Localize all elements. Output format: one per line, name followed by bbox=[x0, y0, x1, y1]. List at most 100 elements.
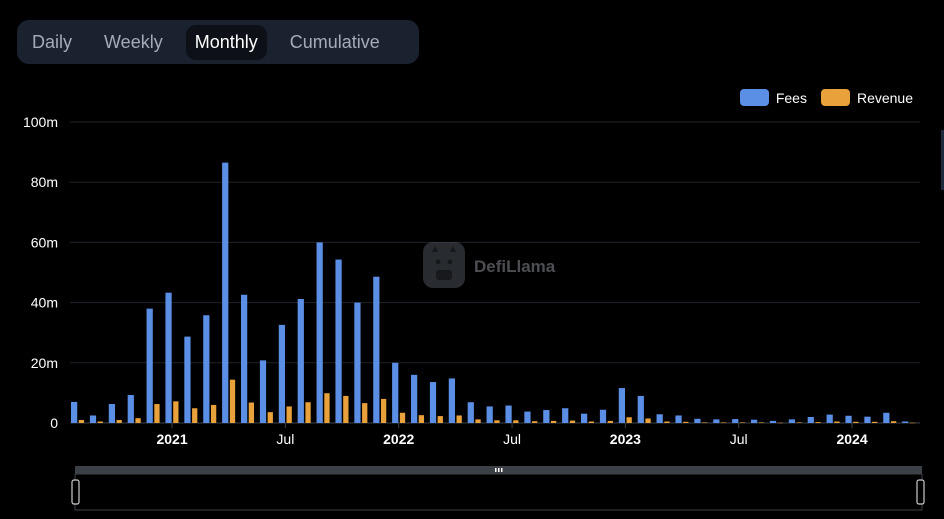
bar-revenue-2021-02[interactable] bbox=[192, 408, 198, 423]
bar-revenue-2021-08[interactable] bbox=[305, 402, 311, 423]
bar-revenue-2023-09[interactable] bbox=[777, 422, 783, 424]
bar-revenue-2020-10[interactable] bbox=[116, 419, 122, 423]
bar-fees-2022-05[interactable] bbox=[467, 402, 474, 423]
bar-revenue-2022-04[interactable] bbox=[456, 415, 462, 423]
bar-fees-2022-09[interactable] bbox=[543, 410, 550, 423]
bar-fees-2023-02[interactable] bbox=[637, 395, 644, 423]
bar-revenue-2022-05[interactable] bbox=[475, 419, 481, 423]
legend-item-revenue[interactable]: Revenue bbox=[820, 89, 913, 106]
bar-revenue-2022-06[interactable] bbox=[494, 420, 500, 423]
bar-revenue-2022-02[interactable] bbox=[418, 415, 425, 423]
slider-window[interactable] bbox=[74, 473, 923, 511]
bar-fees-2021-08[interactable] bbox=[297, 298, 304, 423]
slider-handle-left[interactable] bbox=[71, 479, 80, 505]
bar-revenue-2022-12[interactable] bbox=[607, 420, 613, 423]
bar-fees-2023-10[interactable] bbox=[788, 419, 796, 423]
tab-weekly[interactable]: Weekly bbox=[104, 31, 163, 52]
bar-fees-2023-04[interactable] bbox=[675, 415, 682, 423]
bar-revenue-2023-04[interactable] bbox=[683, 421, 689, 423]
bar-fees-2024-02[interactable] bbox=[864, 416, 871, 423]
legend-item-fees[interactable]: Fees bbox=[739, 89, 807, 106]
slider-handle-right[interactable] bbox=[916, 479, 925, 505]
bar-revenue-2022-01[interactable] bbox=[399, 412, 406, 423]
bar-fees-2020-10[interactable] bbox=[108, 404, 116, 423]
bar-revenue-2021-06[interactable] bbox=[267, 412, 273, 423]
bar-revenue-2020-08[interactable] bbox=[78, 419, 85, 423]
bar-fees-2021-02[interactable] bbox=[184, 336, 191, 423]
bar-fees-2022-03[interactable] bbox=[429, 382, 437, 423]
bar-revenue-2023-10[interactable] bbox=[796, 422, 802, 423]
bar-revenue-2024-02[interactable] bbox=[872, 421, 878, 423]
bar-fees-2024-01[interactable] bbox=[845, 415, 852, 423]
bar-revenue-2023-11[interactable] bbox=[815, 422, 821, 423]
slider-grip-icon[interactable] bbox=[495, 468, 503, 472]
bar-fees-2022-01[interactable] bbox=[392, 362, 399, 423]
bar-fees-2020-09[interactable] bbox=[89, 415, 97, 423]
bar-fees-2021-11[interactable] bbox=[354, 302, 361, 423]
bar-fees-2022-12[interactable] bbox=[599, 409, 607, 423]
bar-fees-2023-09[interactable] bbox=[769, 420, 777, 423]
bar-revenue-2022-10[interactable] bbox=[569, 420, 576, 423]
bar-revenue-2023-12[interactable] bbox=[834, 421, 840, 424]
bar-revenue-2020-11[interactable] bbox=[135, 418, 141, 423]
bar-fees-2020-08[interactable] bbox=[71, 401, 78, 423]
bar-fees-2023-03[interactable] bbox=[656, 414, 663, 423]
bar-fees-2023-01[interactable] bbox=[618, 388, 626, 423]
bar-revenue-2021-05[interactable] bbox=[248, 402, 255, 423]
bar-revenue-2021-01[interactable] bbox=[173, 401, 179, 423]
bar-fees-2022-04[interactable] bbox=[448, 378, 456, 423]
bar-fees-2023-12[interactable] bbox=[826, 414, 833, 423]
bar-revenue-2023-01[interactable] bbox=[626, 417, 632, 423]
bar-fees-2021-10[interactable] bbox=[335, 259, 342, 423]
bar-revenue-2020-12[interactable] bbox=[154, 404, 160, 423]
bar-revenue-2021-07[interactable] bbox=[286, 406, 292, 423]
bar-fees-2021-09[interactable] bbox=[316, 242, 323, 423]
bar-revenue-2022-08[interactable] bbox=[532, 421, 538, 423]
bar-fees-2020-11[interactable] bbox=[127, 395, 134, 423]
bar-revenue-2022-09[interactable] bbox=[550, 420, 557, 423]
bar-fees-2021-01[interactable] bbox=[165, 292, 172, 423]
bar-revenue-2022-11[interactable] bbox=[588, 421, 595, 424]
bar-revenue-2022-03[interactable] bbox=[437, 416, 443, 423]
bar-revenue-2023-06[interactable] bbox=[720, 422, 727, 423]
bar-revenue-2024-01[interactable] bbox=[853, 421, 859, 423]
bar-revenue-2023-05[interactable] bbox=[702, 422, 708, 423]
bar-fees-2022-02[interactable] bbox=[411, 374, 418, 423]
bar-revenue-2023-02[interactable] bbox=[645, 418, 651, 423]
bar-fees-2021-05[interactable] bbox=[241, 294, 248, 423]
bar-fees-2024-03[interactable] bbox=[883, 412, 890, 423]
bar-fees-2021-03[interactable] bbox=[203, 315, 210, 423]
bar-revenue-2021-04[interactable] bbox=[229, 379, 236, 423]
bar-revenue-2023-03[interactable] bbox=[664, 421, 670, 424]
bar-fees-2022-06[interactable] bbox=[486, 406, 493, 423]
bar-fees-2023-08[interactable] bbox=[751, 419, 758, 423]
bar-revenue-2021-03[interactable] bbox=[210, 404, 217, 423]
bar-revenue-2024-03[interactable] bbox=[890, 421, 897, 423]
bar-fees-2021-12[interactable] bbox=[373, 276, 380, 423]
bar-revenue-2021-10[interactable] bbox=[343, 395, 349, 423]
bar-fees-2023-05[interactable] bbox=[694, 418, 701, 423]
bar-revenue-2023-07[interactable] bbox=[739, 422, 746, 423]
bar-fees-2022-11[interactable] bbox=[581, 413, 588, 423]
bar-revenue-2021-11[interactable] bbox=[362, 403, 368, 423]
bar-revenue-2023-08[interactable] bbox=[758, 422, 765, 423]
bar-fees-2022-10[interactable] bbox=[562, 408, 569, 423]
tab-monthly[interactable]: Monthly bbox=[185, 24, 267, 60]
tab-daily[interactable]: Daily bbox=[32, 31, 73, 52]
bar-fees-2022-08[interactable] bbox=[524, 411, 531, 423]
tab-cumulative[interactable]: Cumulative bbox=[289, 31, 380, 52]
bar-fees-2022-07[interactable] bbox=[505, 405, 512, 423]
bar-fees-2020-12[interactable] bbox=[146, 308, 153, 423]
bar-fees-2023-11[interactable] bbox=[807, 416, 814, 423]
bar-revenue-2021-12[interactable] bbox=[380, 398, 387, 423]
bar-revenue-2020-09[interactable] bbox=[97, 421, 103, 424]
bar-fees-2023-07[interactable] bbox=[732, 419, 739, 423]
bar-fees-2021-07[interactable] bbox=[278, 324, 286, 423]
bar-fees-2024-04[interactable] bbox=[902, 421, 909, 424]
bar-fees-2023-06[interactable] bbox=[713, 419, 720, 423]
bar-revenue-2021-09[interactable] bbox=[324, 393, 330, 423]
bar-revenue-2024-04[interactable] bbox=[909, 422, 916, 424]
bar-fees-2021-04[interactable] bbox=[222, 162, 229, 423]
bar-revenue-2022-07[interactable] bbox=[513, 420, 519, 423]
bar-fees-2021-06[interactable] bbox=[259, 360, 267, 423]
